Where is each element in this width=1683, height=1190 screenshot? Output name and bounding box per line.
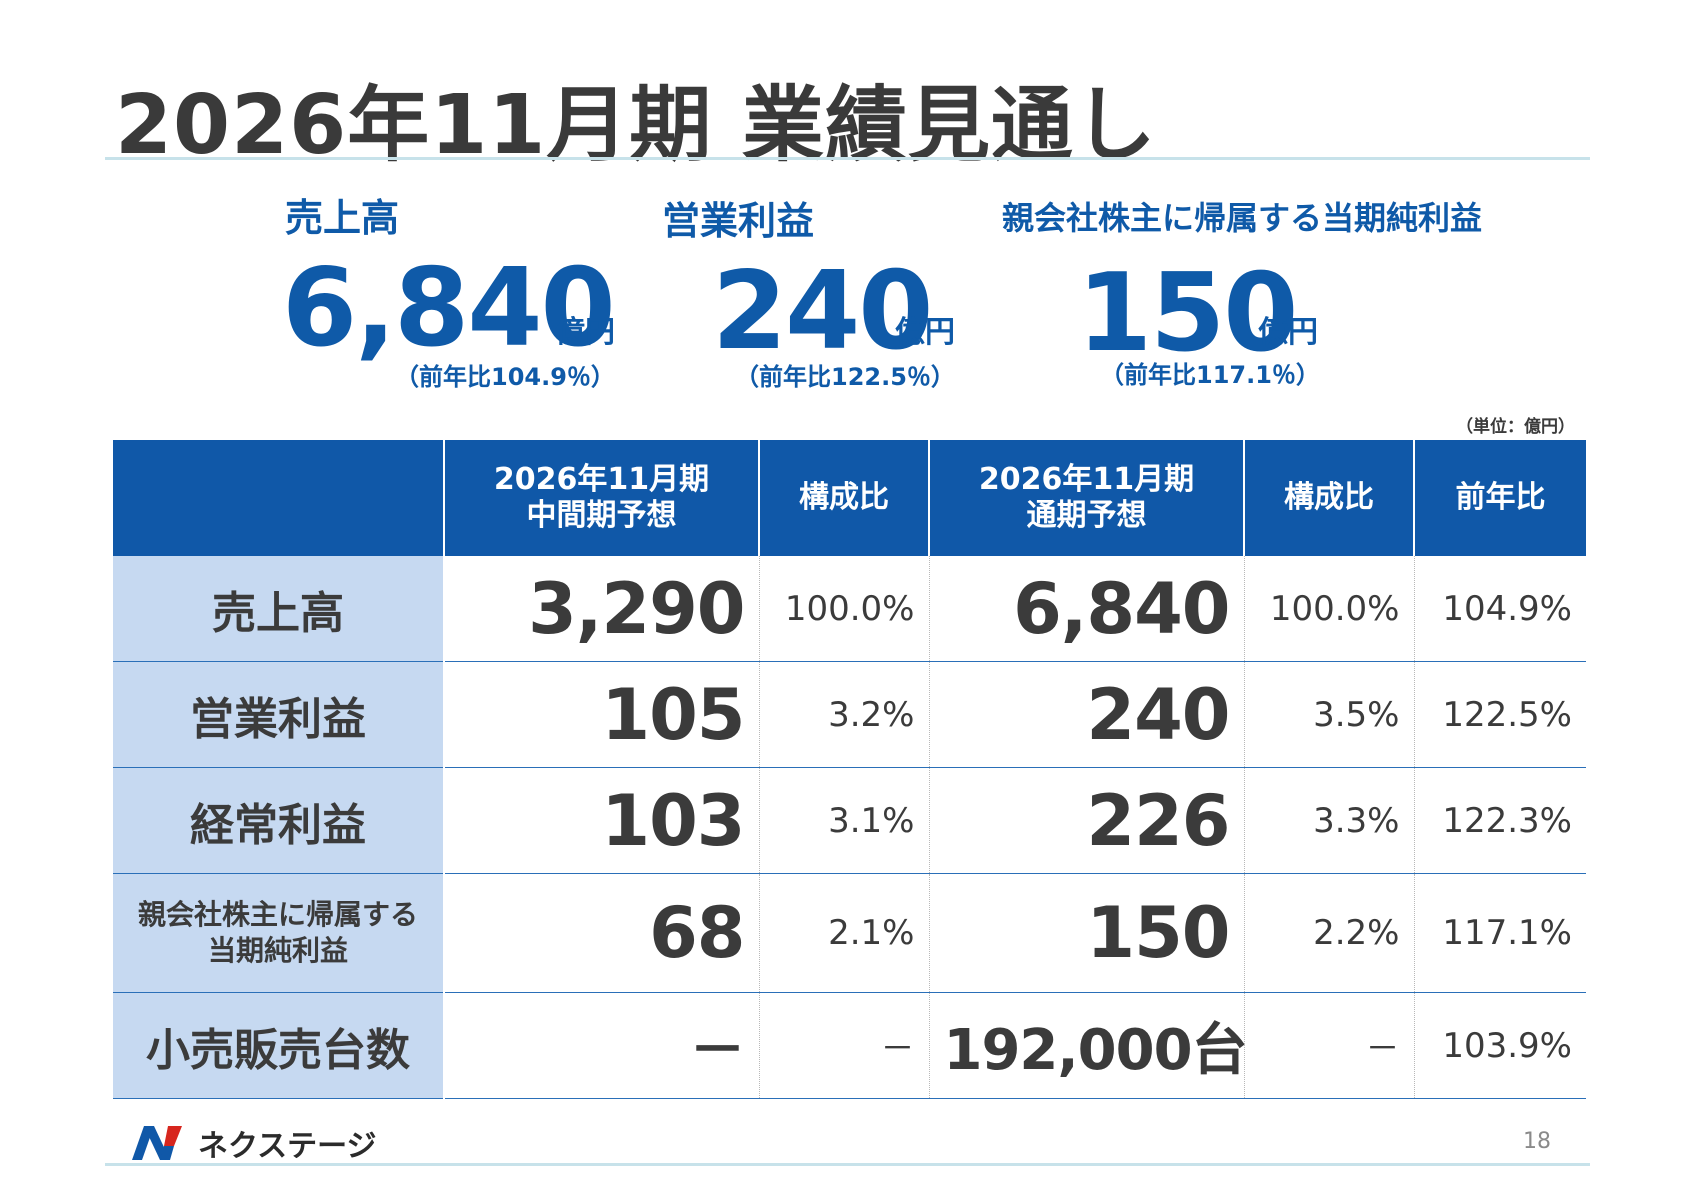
unit-note: （単位：億円） — [1456, 417, 1575, 437]
interim-ratio: 2.1% — [758, 873, 929, 993]
full-ratio: － — [1243, 992, 1414, 1099]
kpi-label: 親会社株主に帰属する当期純利益 — [1002, 199, 1483, 237]
interim-value: 68 — [443, 873, 759, 993]
brand-name: ネクステージ — [198, 1129, 377, 1164]
table-row: 経常利益 103 3.1% 226 3.3% 122.3% — [113, 767, 1586, 874]
full-value: 226 — [928, 767, 1244, 874]
header-yoy: 前年比 — [1413, 440, 1586, 556]
row-label: 親会社株主に帰属する 当期純利益 — [113, 873, 445, 993]
yoy-value: 103.9% — [1413, 992, 1586, 1099]
kpi-yoy: （前年比122.5％） — [735, 363, 955, 391]
yoy-value: 104.9% — [1413, 556, 1586, 662]
interim-ratio: 3.1% — [758, 767, 929, 874]
company-logo: ネクステージ — [130, 1121, 377, 1165]
header-line: 通期予想 — [1026, 498, 1147, 533]
kpi-label: 売上高 — [285, 196, 400, 240]
header-line: 2026年11月期 — [978, 462, 1195, 497]
kpi-yoy: （前年比117.1％） — [1100, 361, 1320, 389]
full-value: 240 — [928, 661, 1244, 768]
interim-value: 105 — [443, 661, 759, 768]
interim-value: － — [443, 992, 759, 1099]
full-value: 192,000台 — [928, 992, 1248, 1099]
interim-ratio: － — [758, 992, 929, 1099]
full-value: 6,840 — [928, 556, 1244, 662]
header-full-ratio: 構成比 — [1243, 440, 1414, 556]
table-row: 売上高 3,290 100.0% 6,840 100.0% 104.9% — [113, 556, 1586, 662]
kpi-value: 240 — [712, 249, 933, 374]
interim-ratio: 100.0% — [758, 556, 929, 662]
header-interim-forecast: 2026年11月期 中間期予想 — [443, 440, 759, 556]
header-blank — [113, 440, 444, 556]
full-ratio: 2.2% — [1243, 873, 1414, 993]
header-line: 2026年11月期 — [493, 462, 710, 497]
forecast-table: 2026年11月期 中間期予想 構成比 2026年11月期 通期予想 構成比 前… — [113, 440, 1586, 1099]
header-line: 中間期予想 — [526, 498, 677, 533]
full-value: 150 — [928, 873, 1244, 993]
page-number: 18 — [1523, 1129, 1551, 1154]
header-full-forecast: 2026年11月期 通期予想 — [928, 440, 1244, 556]
title-divider — [105, 157, 1590, 160]
kpi-unit: 億円 — [895, 315, 955, 350]
table-row: 親会社株主に帰属する 当期純利益 68 2.1% 150 2.2% 117.1% — [113, 873, 1586, 993]
interim-value: 3,290 — [443, 556, 759, 662]
nextage-logo-icon — [132, 1126, 182, 1160]
footer-divider — [105, 1163, 1590, 1166]
full-ratio: 3.5% — [1243, 661, 1414, 768]
row-label: 経常利益 — [113, 767, 445, 874]
yoy-value: 122.5% — [1413, 661, 1586, 768]
table-header-row: 2026年11月期 中間期予想 構成比 2026年11月期 通期予想 構成比 前… — [113, 440, 1586, 556]
kpi-unit: 億円 — [555, 315, 615, 350]
kpi-value: 150 — [1077, 251, 1298, 376]
table-row: 小売販売台数 － － 192,000台 － 103.9% — [113, 992, 1586, 1099]
interim-value: 103 — [443, 767, 759, 874]
row-label: 営業利益 — [113, 661, 445, 768]
yoy-value: 122.3% — [1413, 767, 1586, 874]
kpi-value: 6,840 — [282, 246, 616, 371]
full-ratio: 3.3% — [1243, 767, 1414, 874]
header-interim-ratio: 構成比 — [758, 440, 929, 556]
row-label: 売上高 — [113, 556, 445, 662]
row-label-line: 当期純利益 — [207, 934, 348, 967]
row-label-line: 親会社株主に帰属する — [137, 897, 418, 931]
kpi-unit: 億円 — [1258, 315, 1318, 350]
full-ratio: 100.0% — [1243, 556, 1414, 662]
yoy-value: 117.1% — [1413, 873, 1586, 993]
row-label: 小売販売台数 — [113, 992, 445, 1099]
kpi-yoy: （前年比104.9％） — [395, 363, 615, 391]
interim-ratio: 3.2% — [758, 661, 929, 768]
kpi-label: 営業利益 — [662, 199, 815, 243]
table-row: 営業利益 105 3.2% 240 3.5% 122.5% — [113, 661, 1586, 768]
